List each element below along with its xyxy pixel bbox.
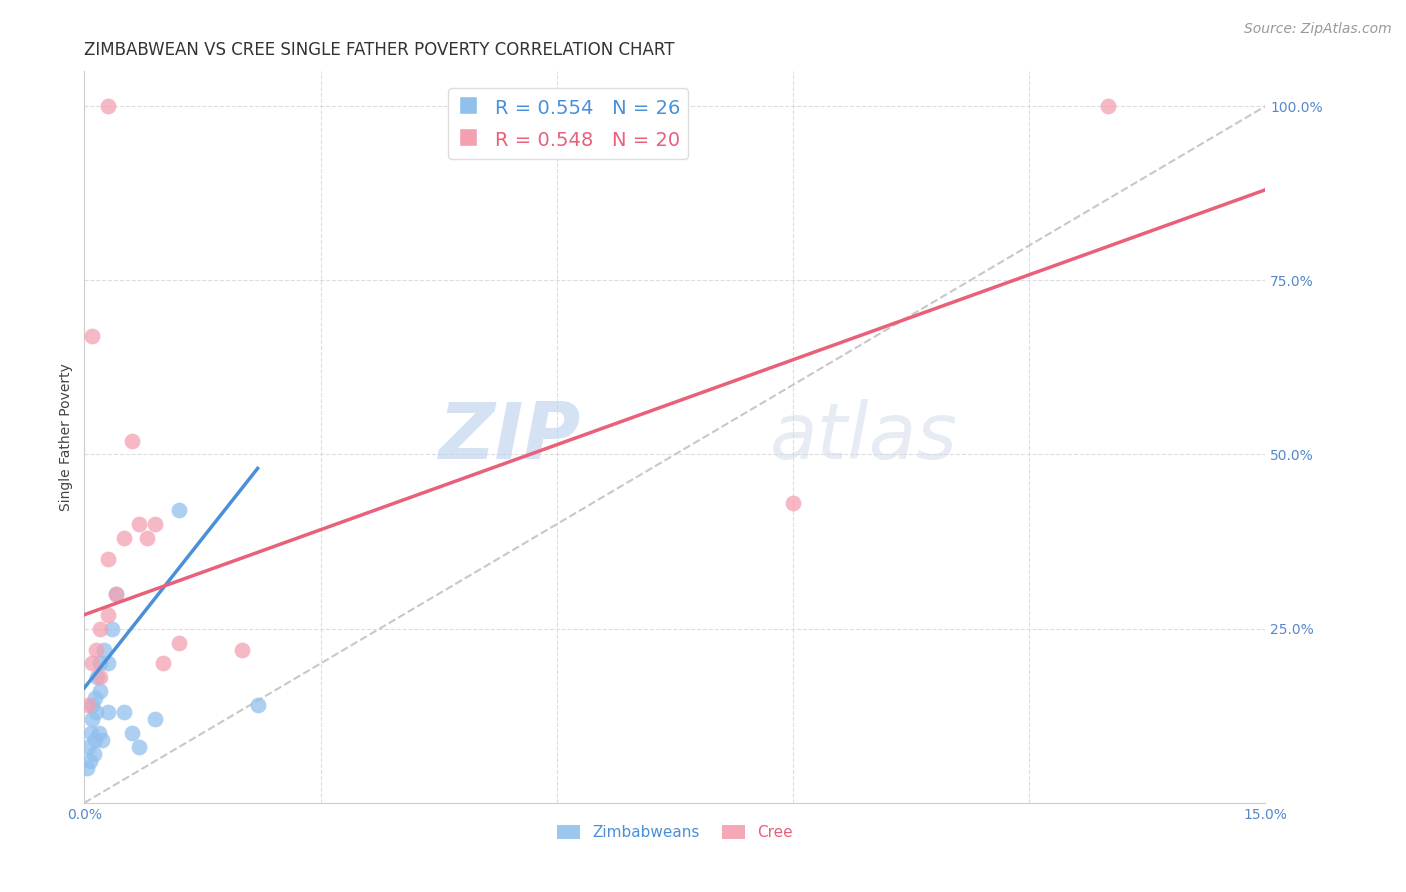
Point — [87, 726, 110, 740]
Point — [79, 726, 101, 740]
Point — [79, 754, 101, 768]
Point — [136, 531, 159, 545]
Point — [90, 733, 112, 747]
Point — [89, 622, 111, 636]
Point — [86, 670, 108, 684]
Point — [121, 434, 143, 448]
Point — [121, 726, 143, 740]
Point — [231, 642, 253, 657]
Point — [89, 684, 111, 698]
Point — [76, 761, 98, 775]
Point — [77, 740, 100, 755]
Point — [82, 329, 104, 343]
Text: ZIMBABWEAN VS CREE SINGLE FATHER POVERTY CORRELATION CHART: ZIMBABWEAN VS CREE SINGLE FATHER POVERTY… — [84, 41, 675, 59]
Y-axis label: Single Father Poverty: Single Father Poverty — [59, 363, 73, 511]
Point — [97, 657, 120, 671]
Point — [143, 517, 166, 532]
Point — [143, 712, 166, 726]
Point — [152, 657, 174, 671]
Point — [97, 552, 120, 566]
Point — [84, 642, 107, 657]
Point — [89, 657, 111, 671]
Point — [84, 705, 107, 719]
Point — [104, 587, 127, 601]
Legend: Zimbabweans, Cree: Zimbabweans, Cree — [551, 819, 799, 847]
Text: ZIP: ZIP — [439, 399, 581, 475]
Point — [77, 698, 100, 713]
Point — [93, 642, 115, 657]
Text: Source: ZipAtlas.com: Source: ZipAtlas.com — [1244, 22, 1392, 37]
Point — [82, 712, 104, 726]
Point — [112, 705, 135, 719]
Point — [82, 657, 104, 671]
Point — [83, 747, 105, 761]
Point — [83, 733, 105, 747]
Point — [1097, 99, 1119, 113]
Point — [128, 517, 150, 532]
Point — [97, 705, 120, 719]
Point — [167, 503, 190, 517]
Point — [104, 587, 127, 601]
Point — [246, 698, 269, 713]
Point — [782, 496, 804, 510]
Point — [97, 99, 120, 113]
Point — [112, 531, 135, 545]
Text: atlas: atlas — [769, 399, 957, 475]
Point — [84, 691, 107, 706]
Point — [128, 740, 150, 755]
Point — [89, 670, 111, 684]
Point — [97, 607, 120, 622]
Point — [101, 622, 124, 636]
Point — [167, 635, 190, 649]
Point — [82, 698, 104, 713]
